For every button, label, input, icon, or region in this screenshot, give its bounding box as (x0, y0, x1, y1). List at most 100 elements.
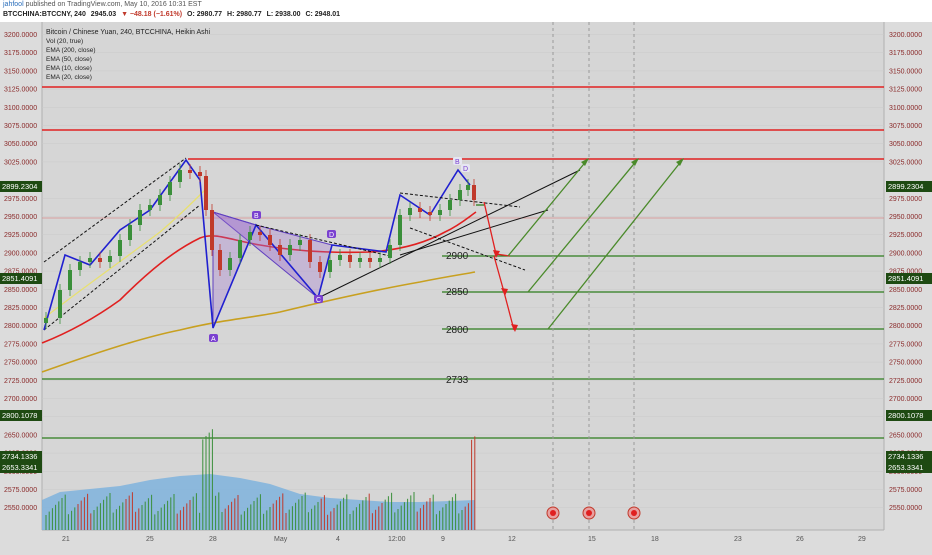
price-tick-label: 3075.0000 (4, 123, 37, 130)
candle-body (188, 170, 192, 173)
ema-20-line[interactable] (43, 189, 206, 319)
candle-body (388, 245, 392, 258)
candle-body (368, 258, 372, 262)
price-chart[interactable]: 3200.0000 3175.0000 3150.0000 3125.0000 3100… (0, 22, 932, 550)
rising-trend-line[interactable] (317, 169, 581, 299)
chart-header: jahfool published on TradingView.com, Ma… (0, 0, 932, 22)
event-marker-3[interactable] (627, 506, 641, 520)
price-tick-label: 2725.0000 (4, 378, 37, 385)
candle-body (108, 256, 112, 262)
time-tick-label: May (274, 536, 288, 543)
pattern-label-b2: B (455, 159, 460, 166)
arrow-red-2[interactable] (493, 255, 505, 293)
event-marker-1-dot (550, 510, 556, 516)
triangle-upper-dashed[interactable] (255, 224, 391, 257)
channel-lower-line[interactable] (43, 204, 201, 331)
price-tick-label: 3200.0000 (4, 32, 37, 39)
candle-body (228, 258, 232, 270)
time-tick-label: 29 (858, 536, 866, 543)
event-marker-3-dot (631, 510, 637, 516)
time-tick-label: 23 (734, 536, 742, 543)
time-tick-label: 15 (588, 536, 596, 543)
badge-left-2899[interactable]: 2899.2304 (0, 181, 42, 192)
publish-text: published on TradingView.com, May 10, 20… (25, 1, 202, 8)
ema-50-line[interactable] (41, 211, 477, 344)
badge-left-2653[interactable]: 2653.3341 (0, 462, 42, 473)
ema-200-line[interactable] (41, 271, 476, 373)
badge-2653-text: 2653.3341 (888, 463, 923, 472)
price-tick-label: 3050.0000 (889, 141, 922, 148)
candle-body (198, 172, 202, 176)
price-tick-label: 2850.0000 (4, 287, 37, 294)
green-projection-arrows[interactable] (507, 158, 684, 330)
price-tick-label: 2850.0000 (889, 287, 922, 294)
symbol-label[interactable]: BTCCHINA:BTCCNY, 240 (3, 11, 86, 18)
candle-body (358, 258, 362, 262)
badge-left-2800[interactable]: 2800.1078 (0, 410, 42, 421)
badge-left-2851-text: 2851.4091 (2, 274, 37, 283)
green-arrowheads (581, 158, 684, 166)
badge-2653[interactable]: 2653.3341 (886, 462, 932, 473)
badge-left-2851[interactable]: 2851.4091 (0, 273, 42, 284)
plot-pane (42, 22, 884, 530)
low-value: L: 2938.00 (266, 11, 301, 18)
price-tick-label: 2900.0000 (889, 250, 922, 257)
candle-body (44, 318, 48, 323)
badge-2800[interactable]: 2800.1078 (886, 410, 932, 421)
pattern-label-d: D (329, 232, 334, 239)
publish-info: jahfool published on TradingView.com, Ma… (3, 1, 202, 8)
price-tick-label: 3100.0000 (4, 105, 37, 112)
pattern-label-a: A (211, 336, 216, 343)
legend-item-ema10[interactable]: EMA (10, close) (46, 65, 92, 72)
price-tick-label: 2750.0000 (4, 360, 37, 367)
volume-ma-area (42, 474, 475, 530)
volume-bars (45, 429, 476, 530)
pattern-point-a[interactable]: A (209, 334, 218, 343)
price-tick-label: 2550.0000 (889, 505, 922, 512)
price-tick-label: 3075.0000 (889, 123, 922, 130)
candle-body (448, 200, 452, 210)
price-tick-label: 3125.0000 (889, 87, 922, 94)
channel-upper-line[interactable] (43, 157, 187, 263)
badge-2899-text: 2899.2304 (888, 182, 923, 191)
legend-item-ema50[interactable]: EMA (50, close) (46, 56, 92, 63)
price-tick-label: 2800.0000 (889, 323, 922, 330)
time-tick-label: 12 (508, 536, 516, 543)
price-tick-label: 3025.0000 (4, 159, 37, 166)
legend-item-volume[interactable]: Vol (20, true) (46, 38, 84, 45)
price-change: ▼ −48.18 (−1.61%) (121, 11, 183, 18)
pattern-point-b[interactable]: B (252, 211, 261, 220)
pattern-point-d2[interactable]: D (461, 164, 470, 173)
wedge-lower-line[interactable] (409, 227, 526, 271)
time-tick-label: 28 (209, 536, 217, 543)
author-link[interactable]: jahfool (3, 1, 24, 8)
time-tick-label: 21 (62, 536, 70, 543)
arrow-red-3[interactable] (503, 291, 515, 331)
candle-body (138, 210, 142, 225)
chart-area[interactable]: 3200.0000 3175.0000 3150.0000 3125.0000 3100… (0, 22, 932, 550)
legend-item-ema20[interactable]: EMA (20, close) (46, 74, 92, 81)
badge-left-2734[interactable]: 2734.1336 (0, 451, 42, 462)
pattern-point-d[interactable]: D (327, 230, 336, 239)
price-tick-label: 2650.0000 (4, 432, 37, 439)
price-tick-label: 3100.0000 (889, 105, 922, 112)
pattern-point-b2[interactable]: B (453, 157, 462, 166)
candle-body (458, 190, 462, 200)
legend-title: Bitcoin / Chinese Yuan, 240, BTCCHINA, H… (46, 29, 211, 36)
badge-2734[interactable]: 2734.1336 (886, 451, 932, 462)
pattern-point-c[interactable]: C (314, 295, 323, 304)
price-tick-label: 2725.0000 (889, 378, 922, 385)
event-marker-1[interactable] (546, 506, 560, 520)
time-axis[interactable]: 21 25 28 May 4 12:00 9 12 15 18 23 26 29 (62, 536, 866, 543)
badge-2899[interactable]: 2899.2304 (886, 181, 932, 192)
badge-left-2899-text: 2899.2304 (2, 182, 37, 191)
pattern-label-b: B (254, 213, 259, 220)
zigzag-pattern[interactable] (43, 158, 471, 331)
legend-item-ema200[interactable]: EMA (200, close) (46, 47, 96, 54)
event-marker-2[interactable] (582, 506, 596, 520)
candle-body (248, 232, 252, 240)
badge-2851-text: 2851.4091 (888, 274, 923, 283)
rising-trend-line-2[interactable] (399, 209, 549, 256)
candle-body (348, 255, 352, 262)
badge-2851[interactable]: 2851.4091 (886, 273, 932, 284)
